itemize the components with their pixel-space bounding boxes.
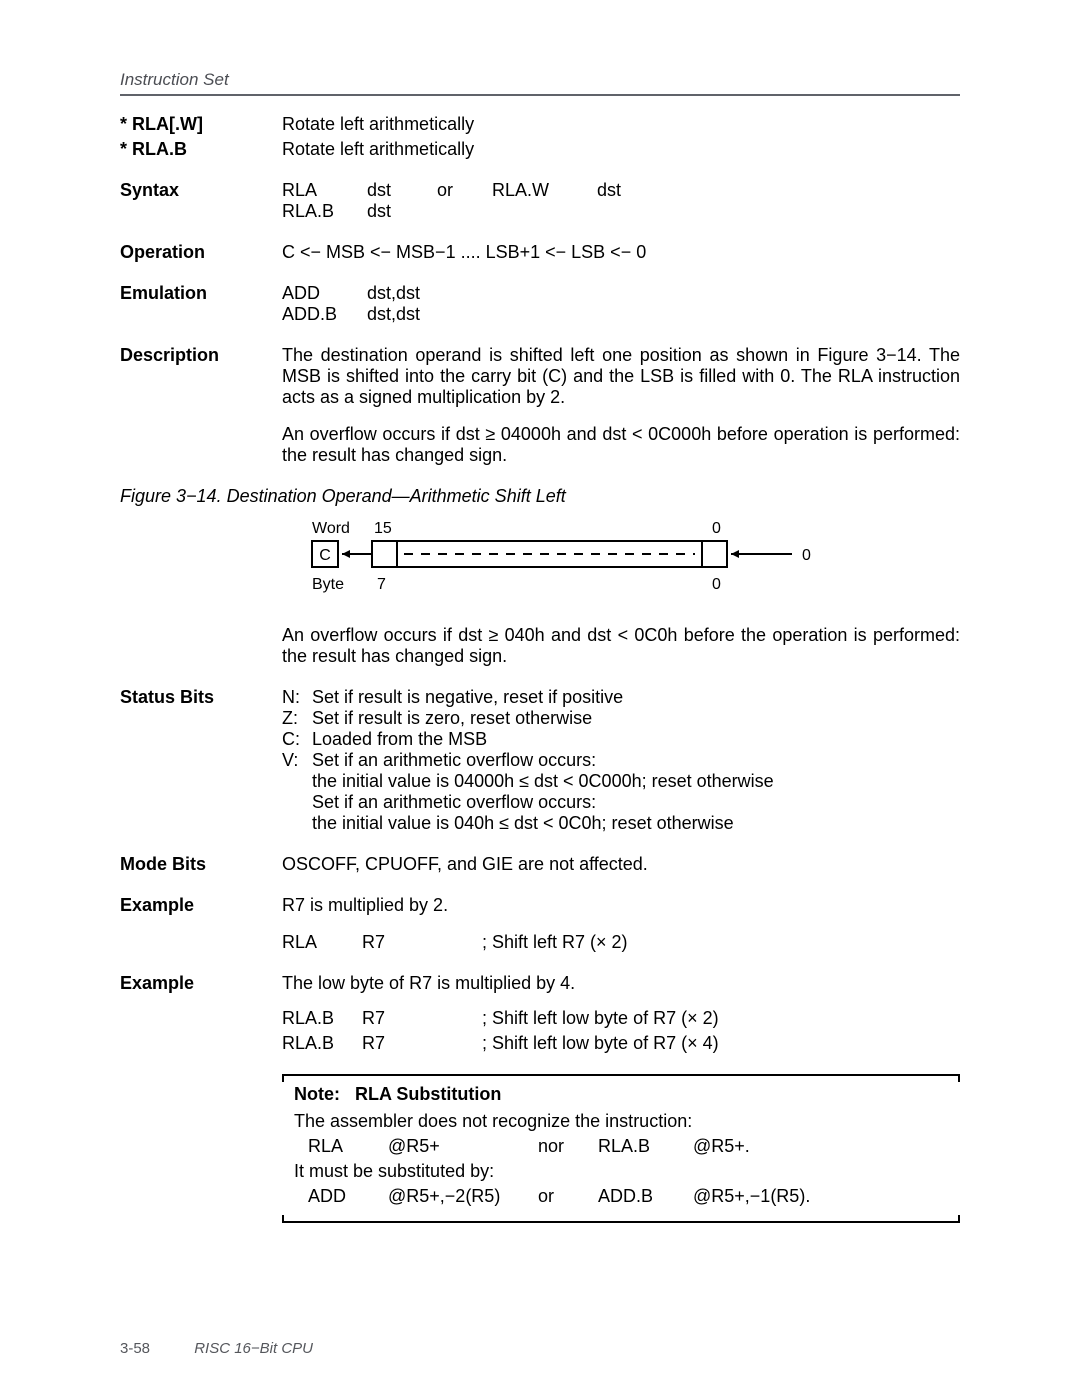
section-header: Instruction Set <box>120 70 960 96</box>
fig-bot-left: 7 <box>377 576 386 593</box>
note-r1c2: @R5+ <box>388 1136 538 1157</box>
status-c-tag: C: <box>282 729 312 750</box>
mode-label: Mode Bits <box>120 854 282 875</box>
instr-name-1: * RLA[.W] <box>120 114 282 135</box>
ex2-l2-op: RLA.B <box>282 1033 362 1054</box>
ex2-l1-reg: R7 <box>362 1008 482 1029</box>
ex1-reg: R7 <box>362 932 482 953</box>
syntax-l2-dst: dst <box>367 201 437 222</box>
note-title: RLA Substitution <box>355 1084 501 1104</box>
overflow-byte-text: An overflow occurs if dst ≥ 040h and dst… <box>282 625 960 667</box>
example1-label: Example <box>120 895 282 916</box>
note-r2c3: or <box>538 1186 598 1207</box>
emul-l2-op: ADD.B <box>282 304 367 325</box>
ex1-op: RLA <box>282 932 362 953</box>
status-z-tag: Z: <box>282 708 312 729</box>
example2-intro: The low byte of R7 is multiplied by 4. <box>282 973 960 994</box>
note-line2: It must be substituted by: <box>294 1161 960 1182</box>
status-label: Status Bits <box>120 687 282 708</box>
status-c: Loaded from the MSB <box>312 729 487 750</box>
status-v2: the initial value is 04000h ≤ dst < 0C00… <box>312 771 960 792</box>
page-footer: 3-58 RISC 16−Bit CPU <box>120 1340 313 1357</box>
note-r1c1: RLA <box>294 1136 388 1157</box>
description-p2: An overflow occurs if dst ≥ 04000h and d… <box>282 424 960 466</box>
fig-byte-label: Byte <box>312 576 344 593</box>
emul-l1-op: ADD <box>282 283 367 304</box>
fig-top-right: 0 <box>712 520 721 537</box>
syntax-l2-op: RLA.B <box>282 201 367 222</box>
syntax-l1-dst2: dst <box>597 180 657 201</box>
syntax-l1-or: or <box>437 180 492 201</box>
syntax-l1-op: RLA <box>282 180 367 201</box>
description-p1: The destination operand is shifted left … <box>282 345 960 408</box>
ex2-l2-reg: R7 <box>362 1033 482 1054</box>
mode-text: OSCOFF, CPUOFF, and GIE are not affected… <box>282 854 960 875</box>
emulation-label: Emulation <box>120 283 282 304</box>
syntax-l1-dst: dst <box>367 180 437 201</box>
fig-bot-right: 0 <box>712 576 721 593</box>
figure-caption: Figure 3−14. Destination Operand—Arithme… <box>120 486 960 507</box>
footer-title: RISC 16−Bit CPU <box>194 1340 313 1357</box>
syntax-label: Syntax <box>120 180 282 201</box>
operation-label: Operation <box>120 242 282 263</box>
status-n: Set if result is negative, reset if posi… <box>312 687 623 708</box>
status-v-tag: V: <box>282 750 312 771</box>
emul-l2-arg: dst,dst <box>367 304 420 325</box>
status-v1: Set if an arithmetic overflow occurs: <box>312 750 596 771</box>
fig-zero-in: 0 <box>802 547 811 564</box>
instr-desc-2: Rotate left arithmetically <box>282 139 960 160</box>
status-v4: the initial value is 040h ≤ dst < 0C0h; … <box>312 813 960 834</box>
note-r2c2: @R5+,−2(R5) <box>388 1186 538 1207</box>
note-r1c3: nor <box>538 1136 598 1157</box>
fig-word-label: Word <box>312 520 350 537</box>
instr-name-2: * RLA.B <box>120 139 282 160</box>
note-prefix: Note: <box>294 1084 340 1104</box>
status-z: Set if result is zero, reset otherwise <box>312 708 592 729</box>
page-number: 3-58 <box>120 1340 150 1357</box>
emul-l1-arg: dst,dst <box>367 283 420 304</box>
ex2-l1-cmt: ; Shift left low byte of R7 (× 2) <box>482 1008 960 1029</box>
ex2-l2-cmt: ; Shift left low byte of R7 (× 4) <box>482 1033 960 1054</box>
note-box: Note: RLA Substitution The assembler doe… <box>282 1074 960 1223</box>
description-label: Description <box>120 345 282 366</box>
note-r2c1: ADD <box>294 1186 388 1207</box>
note-r1c4: RLA.B <box>598 1136 693 1157</box>
operation-text: C <− MSB <− MSB−1 .... LSB+1 <− LSB <− 0 <box>282 242 960 263</box>
instr-desc-1: Rotate left arithmetically <box>282 114 960 135</box>
note-r2c5: @R5+,−1(R5). <box>693 1186 960 1207</box>
note-r2c4: ADD.B <box>598 1186 693 1207</box>
syntax-l1-op2: RLA.W <box>492 180 597 201</box>
note-r1c5: @R5+. <box>693 1136 960 1157</box>
fig-top-left: 15 <box>374 520 392 537</box>
status-v3: Set if an arithmetic overflow occurs: <box>312 792 960 813</box>
ex1-cmt: ; Shift left R7 (× 2) <box>482 932 960 953</box>
status-n-tag: N: <box>282 687 312 708</box>
example1-intro: R7 is multiplied by 2. <box>282 895 960 916</box>
figure-diagram: Word 15 0 C 0 Byte 7 0 <box>282 519 960 609</box>
note-line1: The assembler does not recognize the ins… <box>294 1111 960 1132</box>
example2-label: Example <box>120 973 282 994</box>
fig-carry: C <box>319 547 331 564</box>
ex2-l1-op: RLA.B <box>282 1008 362 1029</box>
